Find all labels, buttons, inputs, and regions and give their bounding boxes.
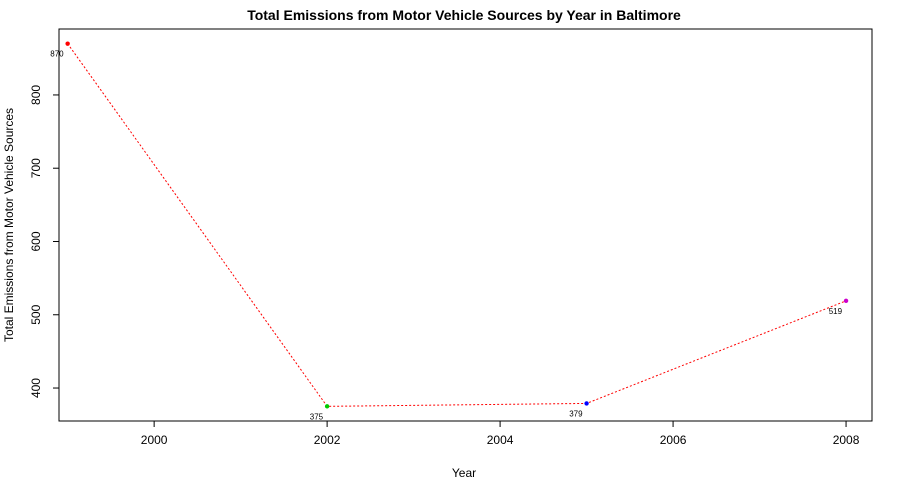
- y-tick-label: 700: [29, 158, 43, 178]
- data-label: 375: [310, 412, 324, 421]
- x-tick-label: 2004: [487, 433, 514, 447]
- data-point: [65, 41, 69, 45]
- data-label: 379: [569, 409, 583, 418]
- y-axis: 400 500 600 700 800: [29, 85, 59, 398]
- chart-title: Total Emissions from Motor Vehicle Sourc…: [247, 7, 681, 23]
- x-tick-label: 2000: [141, 433, 168, 447]
- data-points: 870 375 379 519: [50, 41, 848, 421]
- y-tick-label: 500: [29, 304, 43, 324]
- x-axis-label: Year: [452, 466, 476, 480]
- y-tick-label: 600: [29, 231, 43, 251]
- y-tick-label: 800: [29, 85, 43, 105]
- x-axis: 2000 2002 2004 2006 2008: [141, 421, 860, 447]
- y-axis-label: Total Emissions from Motor Vehicle Sourc…: [2, 108, 16, 342]
- y-tick-label: 400: [29, 378, 43, 398]
- x-tick-label: 2006: [660, 433, 687, 447]
- plot-frame: [59, 29, 872, 421]
- x-tick-label: 2008: [833, 433, 860, 447]
- data-label: 870: [50, 50, 64, 59]
- data-point: [584, 401, 588, 405]
- x-tick-label: 2002: [314, 433, 341, 447]
- data-point: [325, 404, 329, 408]
- series-line: [68, 44, 846, 407]
- data-label: 519: [829, 307, 843, 316]
- data-point: [844, 299, 848, 303]
